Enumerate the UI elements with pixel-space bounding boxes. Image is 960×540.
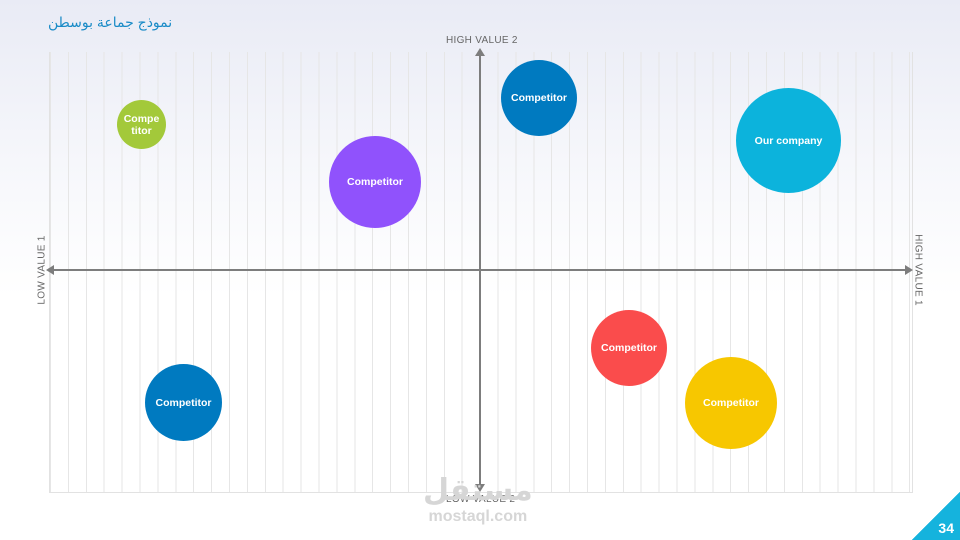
bubble-competitor-blue-bottom: Competitor <box>145 364 222 441</box>
page-number: 34 <box>938 520 954 536</box>
watermark: مستقل mostaql.com <box>423 476 533 526</box>
bubble-competitor-yellow: Competitor <box>685 357 777 449</box>
bubble-label: Our company <box>754 134 823 147</box>
watermark-latin: mostaql.com <box>428 508 528 525</box>
bubble-competitor-blue-top: Competitor <box>501 60 577 136</box>
axis-label-right: HIGH VALUE 1 <box>912 234 924 306</box>
axis-label-bottom: LOW VALUE 2 <box>446 494 516 505</box>
bubble-label: Competitor <box>601 342 657 354</box>
bubble-our-company: Our company <box>736 88 841 193</box>
bubble-competitor-green: Compe titor <box>117 100 166 149</box>
arrow-right-icon <box>905 265 913 275</box>
arrow-down-icon <box>475 484 485 492</box>
bubble-label: Competitor <box>347 176 403 188</box>
slide-title: نموذج جماعة بوسطن <box>48 14 173 30</box>
axis-label-left: LOW VALUE 1 <box>36 235 48 305</box>
bubble-competitor-purple: Competitor <box>329 136 421 228</box>
page-corner-triangle <box>912 492 960 540</box>
axis-label-top: HIGH VALUE 2 <box>446 35 518 46</box>
bubble-label: Competitor <box>511 92 567 104</box>
bubble-competitor-red: Competitor <box>591 310 667 386</box>
bubble-label: Competitor <box>155 396 212 409</box>
vertical-axis <box>479 52 481 488</box>
arrow-up-icon <box>475 48 485 56</box>
arrow-left-icon <box>46 265 54 275</box>
bubble-label: Compe titor <box>123 112 160 137</box>
bubble-label: Competitor <box>703 397 759 409</box>
watermark-arabic: مستقل <box>423 474 533 507</box>
